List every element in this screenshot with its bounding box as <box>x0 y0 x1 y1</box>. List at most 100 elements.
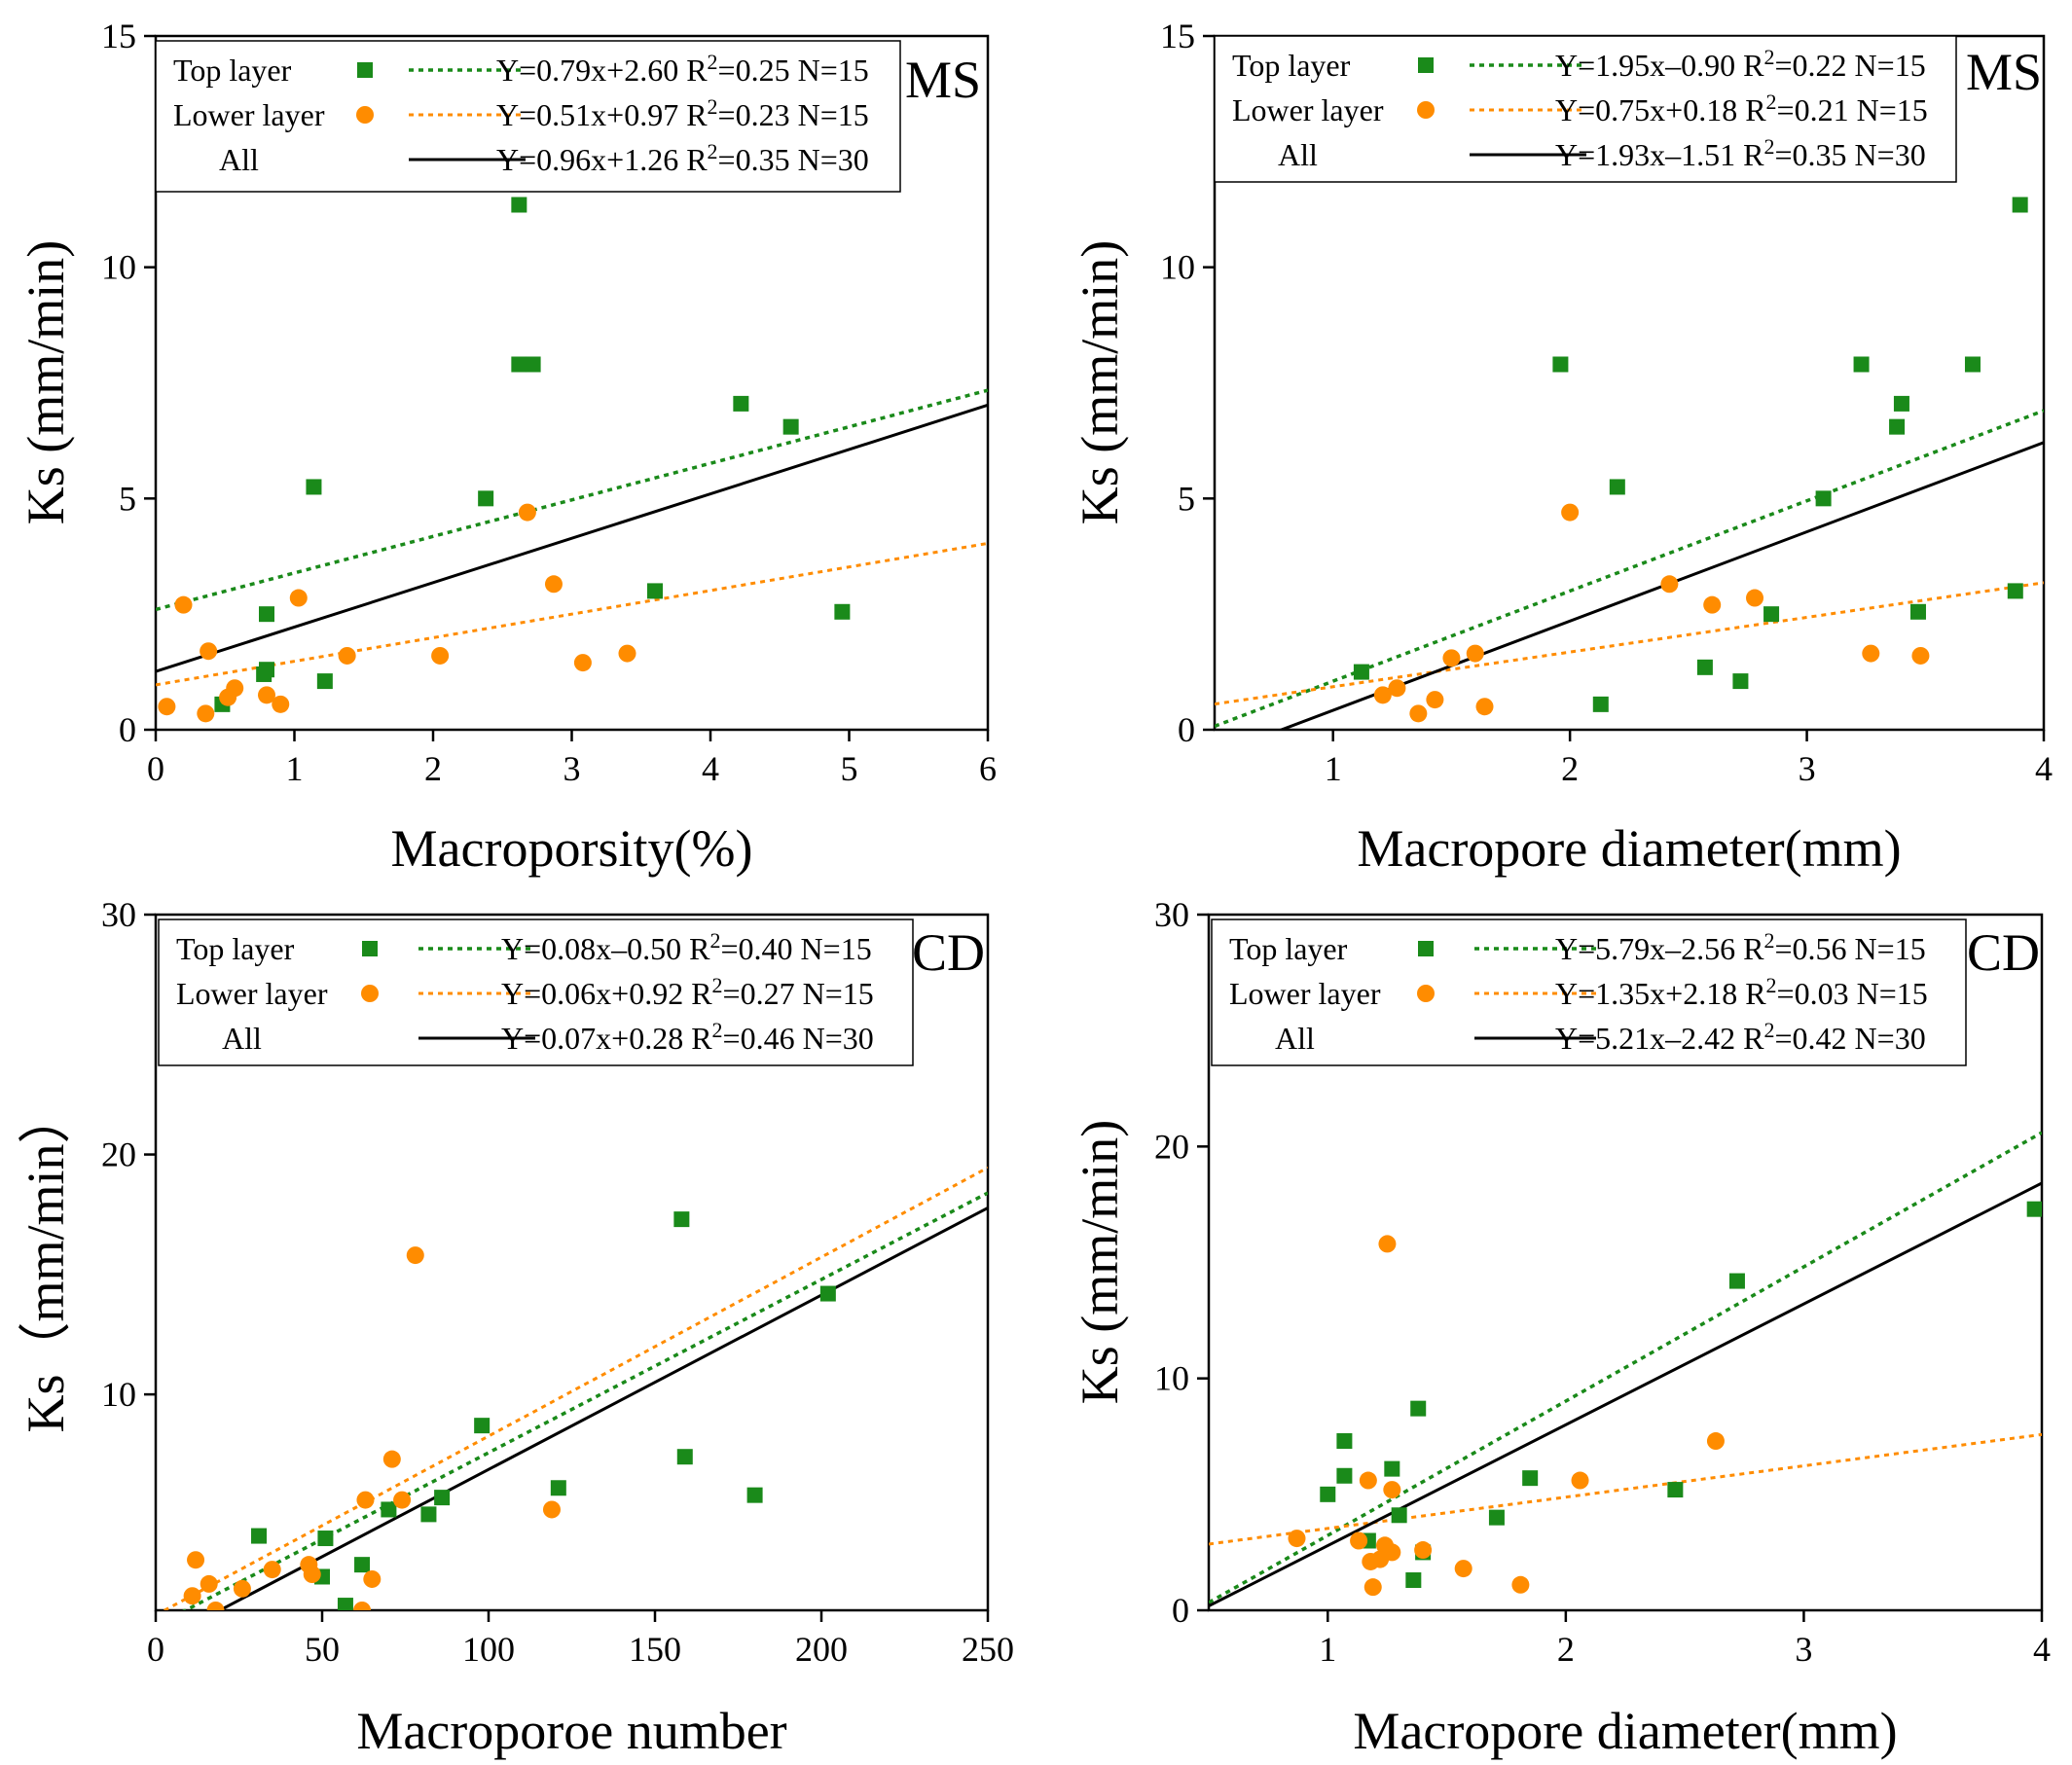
plot-area <box>1209 1131 2042 1607</box>
data-point-top <box>647 583 663 599</box>
legend: Top layer Y=0.79x+2.60 R2=0.25 N=15 Lower … <box>155 40 901 193</box>
data-point-top <box>316 673 333 690</box>
fit-line-top <box>1209 1131 2042 1604</box>
legend-box <box>1214 35 1957 183</box>
site-label: CD <box>1967 923 2040 982</box>
data-point-top <box>381 1501 397 1518</box>
x-tick-label: 4 <box>2035 749 2053 788</box>
fit-line-lower <box>162 1166 988 1610</box>
data-point-top <box>1552 356 1569 373</box>
data-point-top <box>1592 696 1609 712</box>
data-point-lower <box>1371 1550 1390 1568</box>
data-point-top <box>782 418 799 435</box>
legend-name-all: All <box>222 1021 262 1056</box>
data-point-lower <box>1426 691 1444 709</box>
data-point-top <box>2007 583 2023 599</box>
legend-symbol-lower <box>1417 101 1435 119</box>
data-point-top <box>2026 1201 2042 1217</box>
legend-equation-top: Y=5.79x–2.56 R2=0.56 N=15 <box>1555 928 1926 967</box>
panel-ms-macroporosity: 0 1 2 3 4 5 6 0 5 10 15 Macroporsity(%) Ks (mm/min) M… <box>17 17 997 878</box>
x-tick-label: 3 <box>1799 749 1816 788</box>
legend-name-top: Top layer <box>176 931 295 966</box>
x-tick-label: 2 <box>424 749 442 788</box>
y-tick-label: 10 <box>101 248 136 287</box>
data-point-top <box>1815 490 1832 507</box>
legend-equation-lower: Y=1.35x+2.18 R2=0.03 N=15 <box>1555 973 1928 1012</box>
legend: Top layer Y=0.08x–0.50 R2=0.40 N=15 Lower … <box>158 919 914 1066</box>
data-point-lower <box>183 1587 201 1605</box>
data-point-top <box>525 356 541 373</box>
legend-box <box>158 919 914 1066</box>
data-point-lower <box>431 646 450 665</box>
data-point-top <box>317 1531 334 1547</box>
data-point-top <box>2012 197 2028 213</box>
y-axis-label: Ks（mm/min） <box>17 1091 75 1432</box>
legend-symbol-lower <box>361 985 379 1002</box>
legend-equation-all: Y=5.21x–2.42 R2=0.42 N=30 <box>1555 1018 1926 1057</box>
legend-name-lower: Lower layer <box>173 97 325 132</box>
x-tick-label: 2 <box>1557 1630 1575 1669</box>
data-point-top <box>478 490 494 507</box>
legend-symbol-lower <box>356 106 374 124</box>
data-point-top <box>337 1598 353 1610</box>
x-tick-label: 1 <box>286 749 304 788</box>
data-point-top <box>1696 659 1713 675</box>
data-point-lower <box>573 654 592 672</box>
legend-name-all: All <box>219 142 259 177</box>
data-point-lower <box>1706 1432 1725 1451</box>
data-point-lower <box>187 1551 205 1569</box>
data-point-top <box>1893 395 1909 412</box>
data-point-top <box>511 197 527 213</box>
data-point-lower <box>382 1450 401 1468</box>
x-tick-label: 1 <box>1319 1630 1336 1669</box>
data-point-lower <box>1561 503 1580 522</box>
data-point-top <box>1964 356 1981 373</box>
data-point-top <box>1763 606 1780 623</box>
data-point-top <box>1522 1470 1539 1487</box>
data-point-lower <box>174 595 193 614</box>
data-point-top <box>1488 1509 1505 1526</box>
x-tick-label: 5 <box>841 749 858 788</box>
data-point-lower <box>1911 646 1930 665</box>
legend: Top layer Y=1.95x–0.90 R2=0.22 N=15 Lower … <box>1214 35 1957 183</box>
legend-equation-lower: Y=0.75x+0.18 R2=0.21 N=15 <box>1555 90 1928 128</box>
site-label: MS <box>1966 43 2042 101</box>
y-tick-label: 20 <box>1154 1127 1189 1166</box>
legend-box <box>1211 919 1967 1066</box>
data-point-lower <box>1660 575 1679 594</box>
fit-line-top <box>156 388 988 612</box>
x-axis-label: Macroporsity(%) <box>391 819 753 878</box>
x-tick-label: 3 <box>563 749 581 788</box>
data-point-top <box>1667 1482 1684 1498</box>
data-point-lower <box>618 644 636 663</box>
legend-name-lower: Lower layer <box>1229 976 1381 1011</box>
data-point-lower <box>542 1500 561 1519</box>
site-label: CD <box>912 923 985 982</box>
data-point-lower <box>1288 1530 1306 1548</box>
legend-equation-all: Y=0.96x+1.26 R2=0.35 N=30 <box>496 139 869 178</box>
data-point-lower <box>356 1491 375 1509</box>
data-point-lower <box>1409 704 1428 723</box>
y-tick-label: 10 <box>101 1375 136 1414</box>
data-point-lower <box>1466 644 1484 663</box>
plot-area <box>1215 197 2044 730</box>
data-point-lower <box>338 646 356 665</box>
fit-line-lower <box>1215 581 2044 706</box>
data-point-top <box>251 1528 268 1544</box>
y-tick-label: 5 <box>1178 479 1195 518</box>
legend-symbol-top <box>1418 941 1434 956</box>
data-point-lower <box>363 1569 382 1588</box>
fit-line-lower <box>156 541 988 687</box>
x-axis-label: Macroporoe number <box>356 1702 786 1760</box>
data-point-lower <box>233 1579 251 1598</box>
y-axis-label: Ks (mm/min) <box>1071 1120 1129 1405</box>
fit-line-top <box>1215 409 2044 729</box>
legend-name-all: All <box>1275 1021 1315 1056</box>
x-tick-label: 6 <box>979 749 997 788</box>
data-point-top <box>676 1449 693 1465</box>
legend-symbol-lower <box>1417 985 1435 1002</box>
data-point-lower <box>219 688 237 706</box>
data-point-lower <box>406 1246 424 1265</box>
x-tick-label: 4 <box>2033 1630 2051 1669</box>
